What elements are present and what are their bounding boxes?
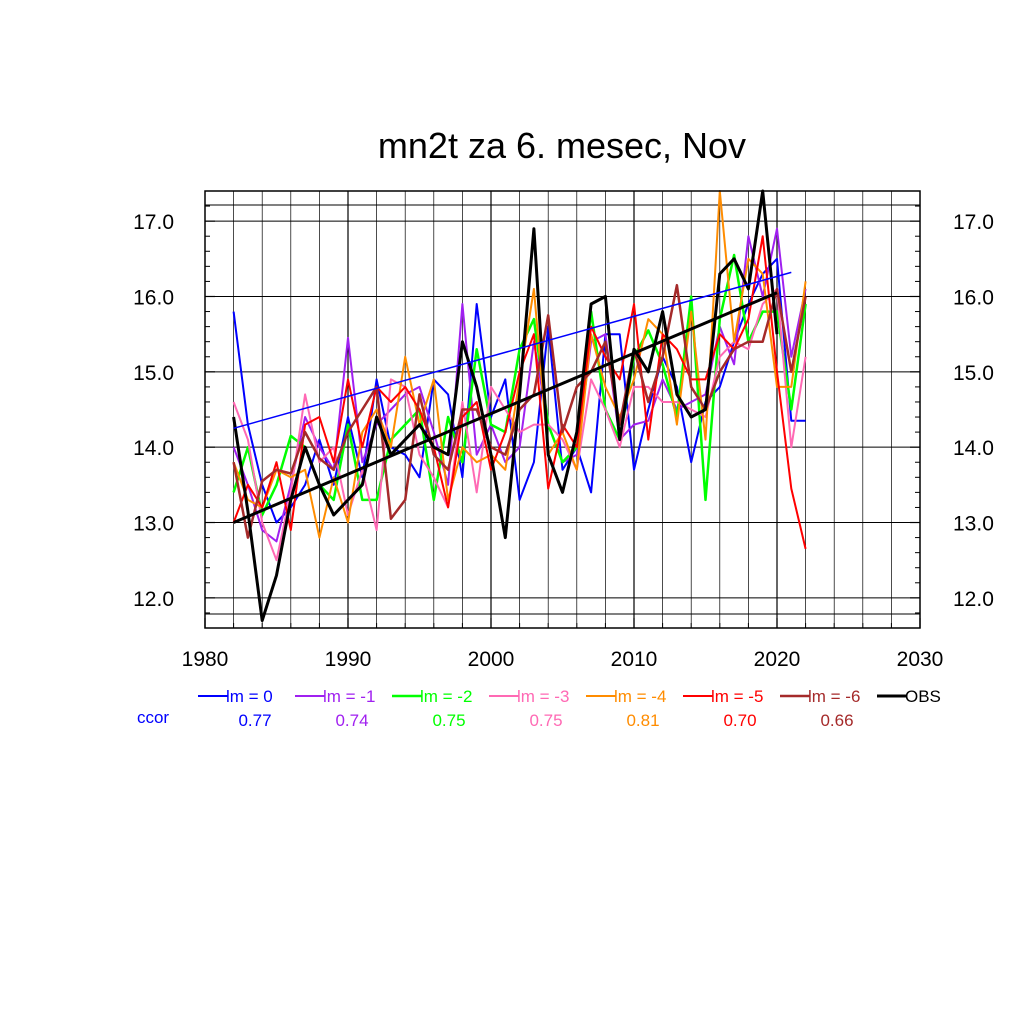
series-line [232,283,807,539]
ccor-value: 0.66 [820,711,853,730]
plot-border [204,190,921,629]
ccor-value: 0.77 [238,711,271,730]
ccor-value: 0.70 [723,711,756,730]
y-tick-label-right: 13.0 [953,513,994,536]
ccor-value: 0.75 [529,711,562,730]
y-tick-label: 16.0 [133,286,174,309]
y-tick-label-right: 12.0 [953,588,994,611]
y-tick-label-right: 15.0 [953,362,994,385]
chart-title: mn2t za 6. mesec, Nov [378,125,746,166]
x-tick-label: 2000 [468,648,515,671]
x-tick-label: 2020 [754,648,801,671]
trend-line [233,291,778,524]
ccor-value: 0.75 [432,711,465,730]
legend-label: lm = -2 [420,687,472,706]
legend-label: lm = -5 [711,687,763,706]
legend-label: lm = -1 [323,687,375,706]
x-tick-label: 1980 [182,648,229,671]
y-tick-label: 12.0 [133,588,174,611]
ccor-value: 0.81 [626,711,659,730]
plot-frame [204,190,921,629]
y-tick-label-right: 16.0 [953,286,994,309]
y-tick-label-right: 17.0 [953,211,994,234]
series-line [232,189,779,622]
x-tick-label: 2010 [611,648,658,671]
grid-lines [205,191,920,628]
legend-label: lm = 0 [226,687,273,706]
ccor-label: ccor [137,708,169,727]
y-tick-label: 15.0 [133,362,174,385]
ccor-value: 0.74 [335,711,368,730]
legend-label: lm = -6 [808,687,860,706]
y-tick-label: 14.0 [133,437,174,460]
legend-label: OBS [905,687,941,706]
y-tick-label: 17.0 [133,211,174,234]
legend-label: lm = -4 [614,687,666,706]
x-tick-label: 2030 [897,648,944,671]
x-tick-label: 1990 [325,648,372,671]
legend: lm = 0 0.77 lm = -1 0.74 lm = -2 0.75 lm = -3 0… [137,687,941,730]
trend-line [233,271,792,430]
y-tick-label: 13.0 [133,513,174,536]
series-lines [232,189,807,622]
legend-label: lm = -3 [517,687,569,706]
y-tick-label-right: 14.0 [953,437,994,460]
axis-ticks: 1980 1990 2000 2010 2020 2030 12.0 12.0 13.0 13.0… [133,190,994,671]
